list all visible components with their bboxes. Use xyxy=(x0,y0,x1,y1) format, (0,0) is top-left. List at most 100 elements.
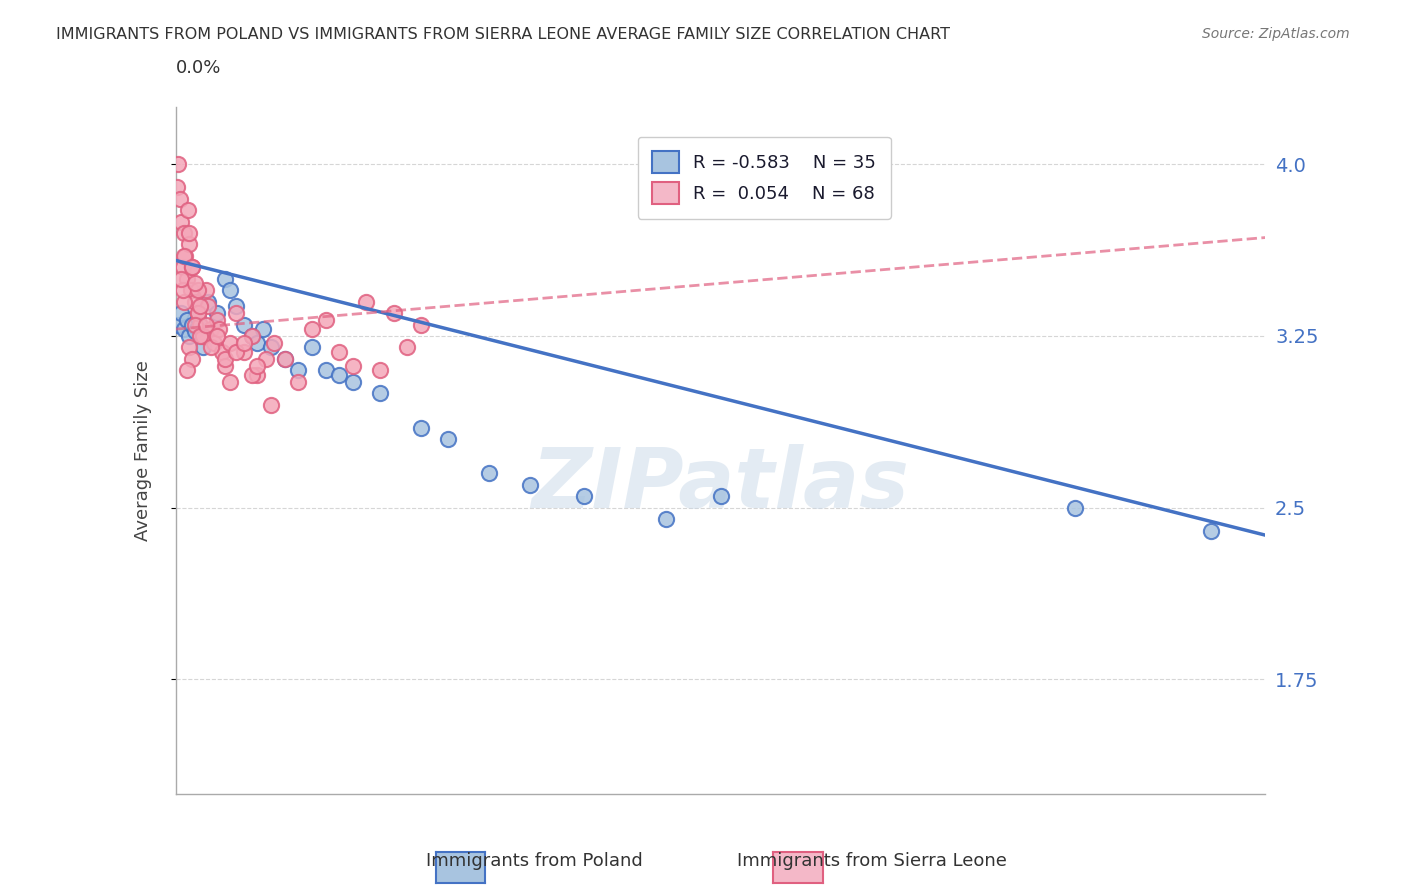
Point xyxy=(197,299,219,313)
Point xyxy=(211,345,233,359)
Point xyxy=(232,335,254,350)
Point xyxy=(186,283,209,297)
Point xyxy=(169,192,191,206)
Point xyxy=(246,368,269,382)
Point xyxy=(191,329,214,343)
Point xyxy=(208,322,231,336)
Point xyxy=(184,277,207,291)
Point xyxy=(205,306,228,320)
Point xyxy=(437,432,460,446)
Point xyxy=(184,325,207,339)
Point xyxy=(225,299,247,313)
Point xyxy=(170,271,193,285)
Point xyxy=(177,203,200,218)
Point xyxy=(174,249,197,263)
Point xyxy=(356,294,378,309)
Point xyxy=(328,368,350,382)
Point xyxy=(188,329,211,343)
Text: ZIPatlas: ZIPatlas xyxy=(531,444,910,525)
Point xyxy=(219,375,242,389)
Point xyxy=(173,249,195,263)
Point xyxy=(181,260,204,275)
Point xyxy=(710,489,733,503)
Point xyxy=(328,345,350,359)
Point xyxy=(172,260,194,275)
Point xyxy=(186,310,209,325)
Point xyxy=(179,329,201,343)
Point xyxy=(181,351,204,366)
Point xyxy=(655,512,678,526)
Point xyxy=(184,294,207,309)
Point xyxy=(179,237,201,252)
Point xyxy=(287,363,309,377)
Point xyxy=(409,318,432,332)
Point xyxy=(194,283,217,297)
Point xyxy=(200,322,222,336)
Point xyxy=(176,363,198,377)
Point xyxy=(240,329,263,343)
Point xyxy=(200,340,222,354)
Point xyxy=(315,363,337,377)
Point xyxy=(225,345,247,359)
Point xyxy=(260,398,283,412)
Point xyxy=(409,420,432,434)
Point xyxy=(252,322,274,336)
Point xyxy=(342,359,364,373)
Point xyxy=(263,335,285,350)
Text: 0.0%: 0.0% xyxy=(176,59,221,77)
Point xyxy=(519,478,541,492)
Point xyxy=(219,283,242,297)
Point xyxy=(1199,524,1222,538)
Point xyxy=(179,226,201,240)
Point xyxy=(180,283,202,297)
Point xyxy=(342,375,364,389)
Point xyxy=(181,260,204,275)
Point xyxy=(260,340,283,354)
Text: IMMIGRANTS FROM POLAND VS IMMIGRANTS FROM SIERRA LEONE AVERAGE FAMILY SIZE CORRE: IMMIGRANTS FROM POLAND VS IMMIGRANTS FRO… xyxy=(56,27,950,42)
Point xyxy=(214,271,236,285)
Point xyxy=(232,318,254,332)
Point xyxy=(574,489,596,503)
Text: Immigrants from Sierra Leone: Immigrants from Sierra Leone xyxy=(737,852,1007,870)
Point xyxy=(287,375,309,389)
Point xyxy=(246,335,269,350)
Point xyxy=(173,322,195,336)
Point xyxy=(274,351,297,366)
Point xyxy=(194,318,217,332)
Point xyxy=(1063,500,1085,515)
Point xyxy=(166,180,188,194)
Point xyxy=(246,359,269,373)
Y-axis label: Average Family Size: Average Family Size xyxy=(134,360,152,541)
Point xyxy=(167,318,190,332)
Point xyxy=(382,306,405,320)
Point xyxy=(172,283,194,297)
Point xyxy=(188,299,211,313)
Point xyxy=(240,329,263,343)
Point xyxy=(225,306,247,320)
Text: Source: ZipAtlas.com: Source: ZipAtlas.com xyxy=(1202,27,1350,41)
Point xyxy=(315,313,337,327)
Point xyxy=(214,351,236,366)
Point xyxy=(274,351,297,366)
Point xyxy=(202,335,225,350)
Point xyxy=(478,467,501,481)
Point xyxy=(214,359,236,373)
Point xyxy=(173,226,195,240)
Point xyxy=(368,363,391,377)
Point xyxy=(188,318,211,332)
Point xyxy=(186,306,209,320)
Point xyxy=(176,313,198,327)
Point xyxy=(170,306,193,320)
Point xyxy=(184,318,207,332)
Point xyxy=(301,322,323,336)
Point xyxy=(396,340,419,354)
Point xyxy=(176,271,198,285)
Point xyxy=(205,329,228,343)
Point xyxy=(197,294,219,309)
Point xyxy=(170,214,193,228)
Point xyxy=(301,340,323,354)
Text: Immigrants from Poland: Immigrants from Poland xyxy=(426,852,643,870)
Point xyxy=(179,340,201,354)
Point xyxy=(240,368,263,382)
Point xyxy=(232,345,254,359)
